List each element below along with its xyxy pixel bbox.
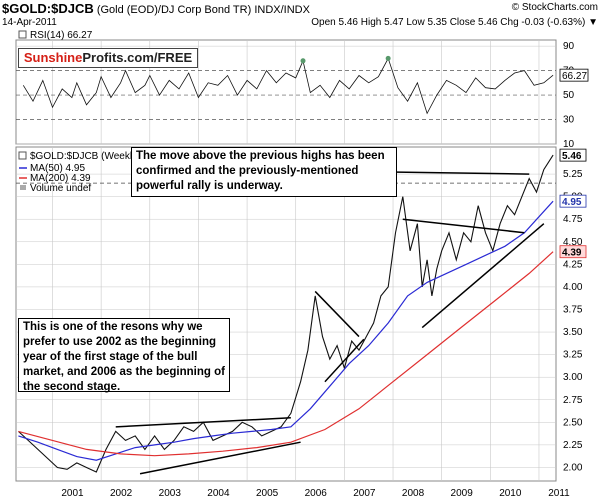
price-tick-label: 3.25 (563, 350, 583, 361)
price-tick-label: 2.75 (563, 395, 583, 406)
price-tick-label: 4.50 (563, 237, 583, 248)
x-tick-label: 2002 (110, 488, 133, 499)
trendline (421, 223, 545, 329)
legend-volume: Volume undef (30, 183, 91, 194)
rsi-legend: RSI(14) 66.27 (18, 30, 93, 41)
price-tick-label: 3.75 (563, 304, 583, 315)
ma50-line (18, 200, 554, 461)
x-tick-label: 2010 (499, 488, 522, 499)
ma50-last-value: 4.95 (562, 197, 582, 208)
annotation-top: The move above the previous highs has be… (131, 147, 397, 197)
trendline (324, 338, 365, 383)
x-tick-label: 2004 (207, 488, 230, 499)
x-tick-label: 2001 (61, 488, 84, 499)
price-panel (15, 146, 557, 482)
x-tick-label: 2006 (305, 488, 328, 499)
trendline (314, 290, 360, 338)
trendline (139, 441, 301, 475)
ohlc-readout: Open 5.46 High 5.47 Low 5.35 Close 5.46 … (311, 17, 598, 28)
price-tick-label: 2.50 (563, 417, 583, 428)
x-tick-label: 2005 (256, 488, 279, 499)
rsi-tick-label: 50 (563, 90, 575, 101)
x-tick-label: 2008 (402, 488, 425, 499)
chart-date: 14-Apr-2011 (2, 17, 57, 28)
rsi-last-value-box (559, 68, 589, 82)
annotation-bottom: This is one of the resons why we prefer … (18, 318, 230, 393)
price-tick-label: 4.75 (563, 214, 583, 225)
rsi-tick-label: 10 (563, 139, 575, 150)
x-tick-label: 2003 (159, 488, 182, 499)
trendline (402, 218, 525, 234)
rsi-tick-label: 90 (563, 41, 575, 52)
exchange: INDX/INDX (254, 4, 310, 16)
x-tick-label: 2011 (548, 488, 570, 499)
rsi-overbought-point (385, 55, 391, 61)
brand-label: © StockCharts.com (511, 2, 598, 13)
x-tick-label: 2007 (353, 488, 376, 499)
legend-ma200: MA(200) 4.39 (30, 173, 91, 184)
rsi-line (22, 57, 554, 115)
rsi-title: RSI(14) 66.27 (30, 30, 93, 41)
ma200-line (18, 251, 554, 457)
price-tick-label: 4.25 (563, 259, 583, 270)
price-line (18, 154, 554, 473)
ma50-last-value-box (559, 194, 587, 208)
chart-title: $GOLD:$DJCB (Gold (EOD)/DJ Corp Bond TR)… (2, 1, 310, 16)
price-tick-label: 2.25 (563, 440, 583, 451)
watermark-part1: Sunshine (23, 50, 83, 65)
price-tick-label: 3.50 (563, 327, 583, 338)
price-legend: $GOLD:$DJCB (Weekly) 5.46 MA(50) 4.95 MA… (18, 151, 163, 194)
rsi-tick-label: 30 (563, 115, 575, 126)
price-tick-label: 3.00 (563, 372, 583, 383)
trendline (115, 417, 291, 428)
symbol: $GOLD:$DJCB (2, 1, 94, 16)
price-tick-label: 4.00 (563, 282, 583, 293)
price-last-value: 5.46 (562, 151, 582, 162)
watermark: SunshineProfits.com/FREE (18, 48, 198, 68)
watermark-part2: Profits.com/FREE (82, 50, 193, 65)
x-tick-label: 2009 (451, 488, 474, 499)
ma200-last-value-box (559, 245, 587, 259)
rsi-last-value: 66.27 (562, 71, 587, 82)
rsi-overbought-point (300, 58, 306, 64)
description: (Gold (EOD)/DJ Corp Bond TR) (96, 4, 252, 16)
price-last-value-box (559, 148, 587, 162)
price-tick-label: 2.00 (563, 462, 583, 473)
price-tick-label: 5.25 (563, 169, 583, 180)
ma200-last-value: 4.39 (562, 248, 582, 259)
legend-price: $GOLD:$DJCB (Weekly) 5.46 (30, 151, 163, 162)
legend-ma50: MA(50) 4.95 (30, 163, 85, 174)
